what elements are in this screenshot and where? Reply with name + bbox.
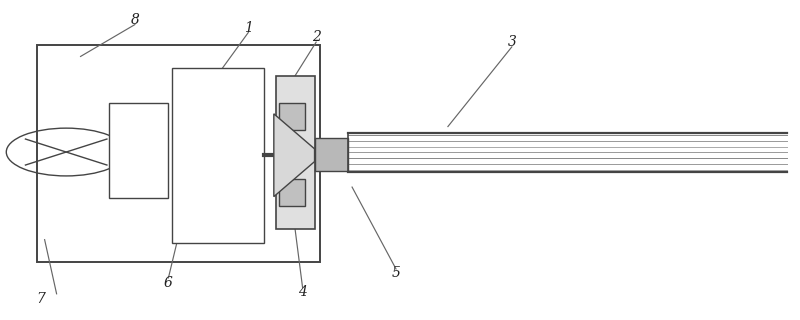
Text: 3: 3 — [507, 35, 516, 49]
Bar — [314, 138, 348, 171]
Bar — [37, 45, 320, 262]
Text: 2: 2 — [312, 30, 321, 44]
Polygon shape — [274, 114, 314, 197]
Bar — [278, 179, 305, 206]
Text: 8: 8 — [130, 13, 139, 27]
Text: 6: 6 — [164, 276, 173, 290]
Bar — [172, 68, 264, 243]
Bar — [276, 76, 314, 228]
Bar — [278, 103, 305, 130]
Text: 1: 1 — [244, 21, 253, 35]
Text: 7: 7 — [36, 292, 45, 306]
Bar — [109, 103, 169, 198]
Text: 4: 4 — [298, 285, 307, 299]
Text: 5: 5 — [391, 266, 401, 280]
